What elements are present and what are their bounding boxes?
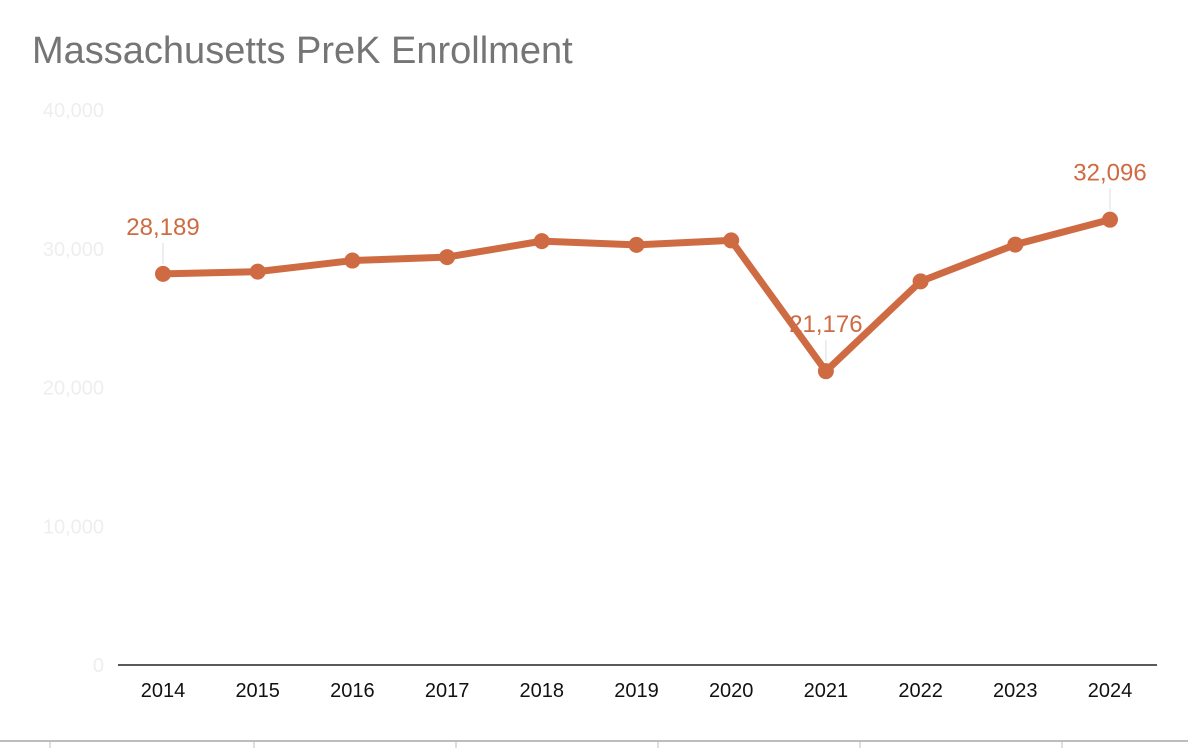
x-tick-label: 2021 [804, 680, 849, 702]
data-point [344, 252, 361, 269]
y-tick-label: 20,000 [43, 378, 104, 400]
data-point [817, 363, 834, 380]
data-label: 28,189 [126, 214, 199, 241]
x-tick-label: 2016 [330, 680, 375, 702]
data-point [155, 265, 171, 282]
chart-title: Massachusetts PreK Enrollment [32, 30, 573, 72]
series-layer [155, 211, 1118, 380]
y-tick-label: 10,000 [43, 516, 104, 538]
data-point [723, 232, 740, 249]
x-tick-label: 2023 [993, 680, 1038, 702]
y-axis: 0 10,000 20,000 30,000 40,000 [43, 100, 104, 677]
data-point [1102, 211, 1118, 228]
x-tick-label: 2024 [1088, 680, 1133, 702]
x-tick-label: 2019 [614, 680, 659, 702]
data-label-layer: 28,189 21,176 32,096 [126, 160, 1147, 362]
x-axis: 2014 2015 2016 2017 2018 2019 2020 2021 2022 2023… [141, 680, 1133, 702]
data-label: 32,096 [1073, 160, 1146, 187]
data-point [249, 263, 266, 280]
x-tick-label: 2020 [709, 680, 754, 702]
y-tick-label: 40,000 [43, 100, 104, 122]
data-label: 21,176 [789, 311, 862, 338]
x-tick-label: 2017 [425, 680, 470, 702]
data-point [912, 273, 929, 290]
data-point [1007, 236, 1024, 253]
x-tick-label: 2015 [235, 680, 280, 702]
y-tick-label: 30,000 [43, 239, 104, 261]
data-point [628, 236, 645, 253]
x-tick-label: 2018 [520, 680, 565, 702]
data-point [439, 249, 456, 266]
x-tick-label: 2022 [898, 680, 943, 702]
data-point [533, 233, 550, 250]
x-tick-label: 2014 [141, 680, 186, 702]
bottom-frame [0, 740, 1188, 748]
y-tick-label: 0 [93, 655, 104, 677]
